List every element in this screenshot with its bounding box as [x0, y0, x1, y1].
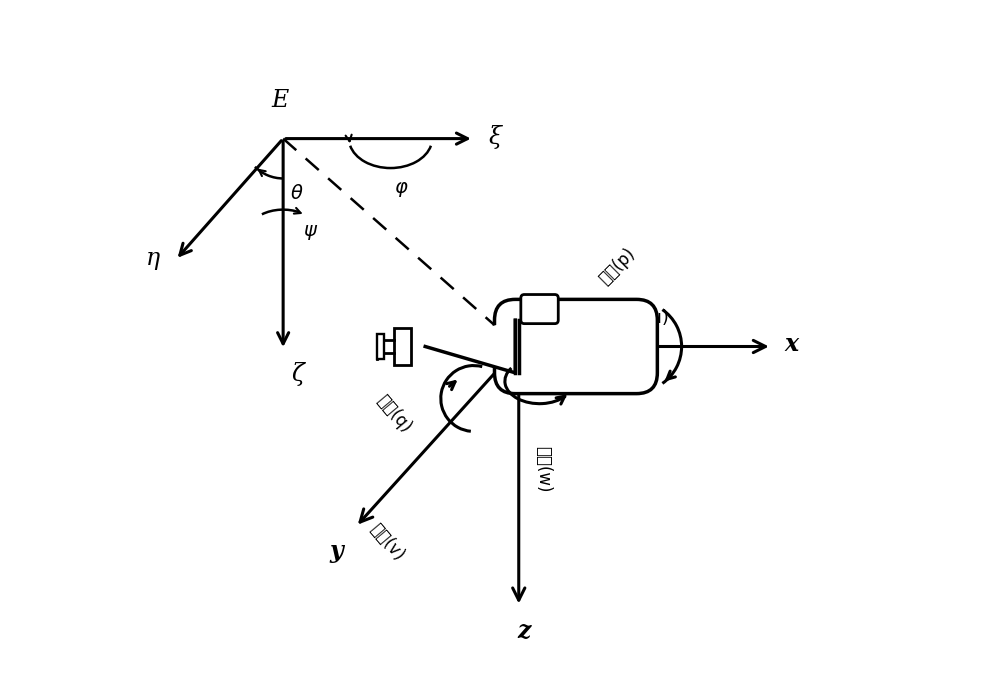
Text: y: y [329, 539, 343, 563]
Polygon shape [425, 320, 515, 373]
Text: ξ: ξ [489, 125, 502, 148]
Text: $\varphi$: $\varphi$ [394, 180, 408, 199]
Text: η: η [146, 247, 160, 270]
Text: 纵荡(u): 纵荡(u) [622, 309, 669, 327]
Text: 纵摇(q): 纵摇(q) [373, 392, 415, 437]
FancyBboxPatch shape [494, 299, 658, 394]
Text: ζ: ζ [292, 362, 305, 387]
Text: 横摇(p): 横摇(p) [595, 244, 638, 288]
FancyBboxPatch shape [521, 295, 558, 324]
Text: x: x [784, 333, 798, 356]
Bar [377, 334, 384, 359]
Text: 船摇(r): 船摇(r) [578, 369, 617, 387]
Text: $\theta$: $\theta$ [290, 184, 304, 202]
Bar [394, 328, 411, 365]
Text: O: O [521, 306, 537, 324]
Text: E: E [271, 89, 289, 112]
Text: 升沉(w): 升沉(w) [534, 446, 552, 493]
Text: z: z [517, 619, 531, 643]
Text: 横荡(v): 横荡(v) [366, 520, 407, 564]
Text: $\psi$: $\psi$ [303, 222, 317, 242]
